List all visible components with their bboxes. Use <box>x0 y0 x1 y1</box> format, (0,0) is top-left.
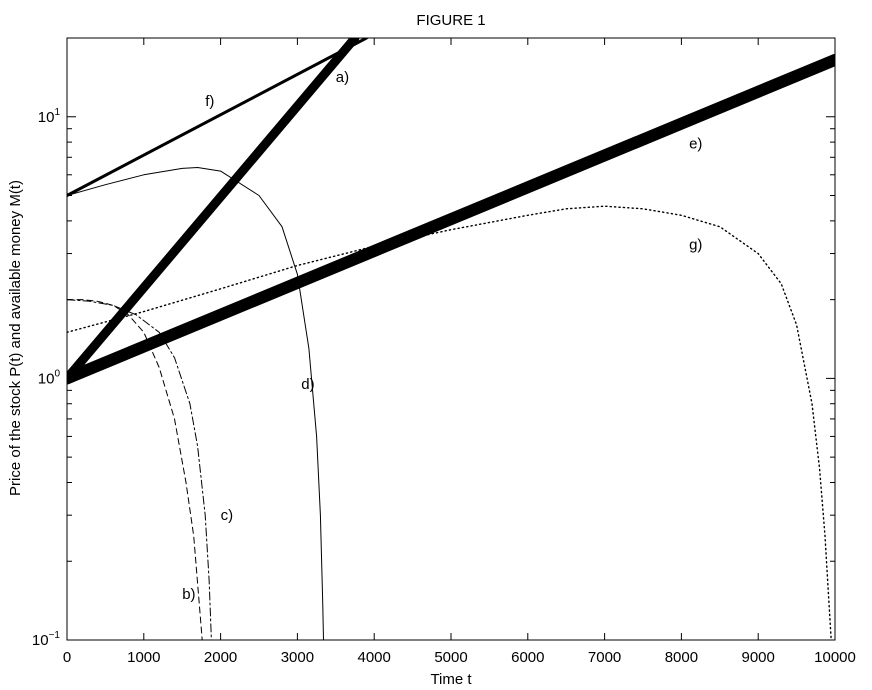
chart-title: FIGURE 1 <box>416 12 485 29</box>
plot-frame <box>66 37 836 641</box>
series-line-f <box>67 38 368 197</box>
x-tick-label: 0 <box>63 649 71 666</box>
series-line-a <box>67 38 360 383</box>
x-tick-label: 10000 <box>814 649 856 666</box>
axis-ticks: 0 1000 2000 3000 4000 5000 6000 7000 8000 9000 100… <box>32 38 856 666</box>
y-tick-label: 101 <box>38 107 61 126</box>
series-label-c: c) <box>221 507 234 524</box>
series-line-b <box>67 299 203 640</box>
y-tick-label: 100 <box>38 368 61 387</box>
series-labels: a) b) c) d) e) f) g) <box>182 69 702 603</box>
x-tick-label: 1000 <box>127 649 160 666</box>
x-tick-label: 8000 <box>665 649 698 666</box>
x-tick-label: 9000 <box>742 649 775 666</box>
series-label-b: b) <box>182 586 195 603</box>
y-tick-label: 10−1 <box>32 630 61 649</box>
series-line-e <box>67 53 835 385</box>
x-tick-label: 6000 <box>511 649 544 666</box>
x-tick-label: 3000 <box>281 649 314 666</box>
series-group <box>67 38 835 640</box>
x-tick-label: 2000 <box>204 649 237 666</box>
series-line-g <box>67 205 832 640</box>
y-axis-label: Price of the stock P(t) and available mo… <box>7 180 24 496</box>
x-tick-label: 4000 <box>358 649 391 666</box>
series-line-d <box>67 167 324 640</box>
x-tick-label: 5000 <box>434 649 467 666</box>
series-label-g: g) <box>689 236 702 253</box>
series-line-c <box>67 299 212 640</box>
series-label-d: d) <box>301 376 314 393</box>
series-label-f: f) <box>205 93 214 110</box>
series-label-e: e) <box>689 136 702 153</box>
series-label-a: a) <box>336 69 349 86</box>
x-axis-label: Time t <box>430 671 472 688</box>
x-tick-label: 7000 <box>588 649 621 666</box>
